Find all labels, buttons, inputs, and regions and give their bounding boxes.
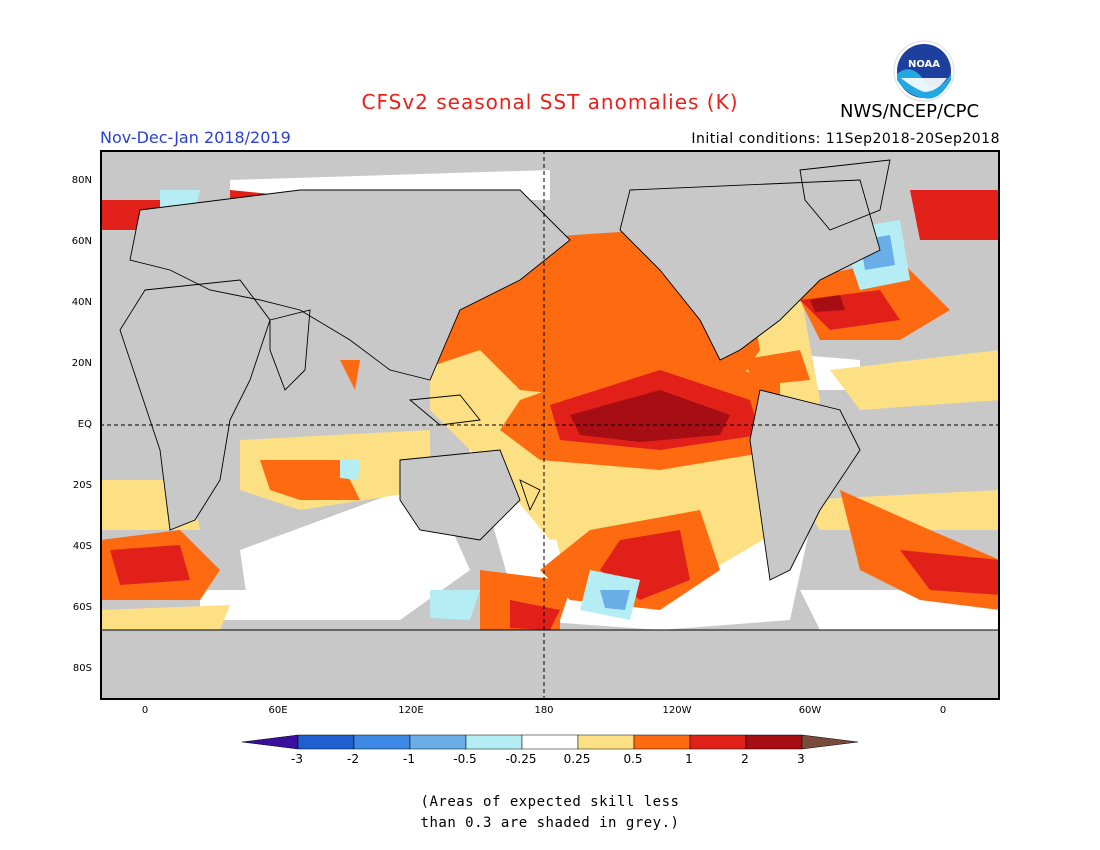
colorbar-segment — [465, 734, 523, 750]
colorbar-label: -0.5 — [453, 752, 477, 766]
coastline — [799, 159, 891, 231]
logo-text: NOAA — [908, 59, 940, 70]
lat-label: 60N — [71, 236, 92, 247]
lat-label: 20S — [72, 480, 92, 491]
lat-label: 60S — [72, 602, 92, 613]
anomaly-region-yellow — [830, 350, 1000, 410]
lon-label: 60E — [268, 705, 288, 716]
coastline — [749, 389, 861, 581]
colorbar-label: -2 — [347, 752, 359, 766]
initial-conditions-label: Initial conditions: 11Sep2018-20Sep2018 — [691, 131, 1000, 147]
anomaly-region-darkred — [810, 295, 845, 312]
anomaly-field — [100, 160, 1000, 700]
lon-label: 0 — [939, 705, 947, 716]
skill-note-line: (Areas of expected skill less — [420, 794, 680, 810]
anomaly-region-lightblue — [340, 460, 360, 480]
noaa-logo: NOAA — [893, 40, 955, 102]
colorbar-label: -1 — [403, 752, 415, 766]
anomaly-region-orange — [340, 360, 360, 390]
lon-label: 0 — [141, 705, 149, 716]
colorbar-label: 2 — [741, 752, 749, 766]
colorbar-segment — [745, 734, 803, 750]
lat-label: 80N — [71, 175, 92, 186]
colorbar-segment — [689, 734, 747, 750]
anomaly-region-red — [110, 545, 190, 585]
lon-label: 120W — [662, 705, 692, 716]
lat-label: EQ — [77, 419, 92, 430]
lon-label: 180 — [534, 705, 554, 716]
colorbar-label: -3 — [291, 752, 303, 766]
coastline — [408, 394, 481, 426]
colorbar-segment — [521, 734, 579, 750]
colorbar-label: 0.5 — [623, 752, 643, 766]
colorbar-label: -0.25 — [505, 752, 537, 766]
anomaly-region-orange — [740, 350, 810, 385]
skill-note: (Areas of expected skill less than 0.3 a… — [0, 792, 1100, 834]
colorbar-label: 0.25 — [563, 752, 591, 766]
anomaly-region-yellow — [100, 605, 230, 630]
anomaly-region-orange — [260, 460, 360, 500]
land-mask — [800, 160, 890, 230]
skill-note-line: than 0.3 are shaded in grey.) — [420, 815, 680, 831]
land-mask — [750, 390, 860, 580]
coastline — [269, 309, 311, 391]
anomaly-region-red — [910, 190, 1000, 240]
lat-label: 40S — [72, 541, 92, 552]
anomaly-region-blue — [600, 590, 630, 610]
map-border — [100, 150, 1000, 700]
chart-title: CFSv2 seasonal SST anomalies (K) — [361, 90, 739, 114]
land-mask — [400, 450, 520, 540]
colorbar-label: 1 — [685, 752, 693, 766]
season-label: Nov-Dec-Jan 2018/2019 — [100, 128, 291, 147]
coastline — [519, 479, 541, 512]
anomaly-region-red — [510, 600, 560, 630]
anomaly-region-lightblue — [430, 590, 480, 620]
coastlines — [100, 159, 1000, 631]
colorbar-segment — [801, 734, 859, 750]
land-mask — [620, 180, 880, 360]
land-mask — [100, 630, 1000, 700]
lat-label: 40N — [71, 297, 92, 308]
colorbar-label: 3 — [797, 752, 805, 766]
lat-label: 20N — [71, 358, 92, 369]
coastline — [119, 279, 271, 531]
agency-label: NWS/NCEP/CPC — [840, 101, 980, 122]
colorbar — [241, 734, 859, 750]
lat-label: 80S — [72, 663, 92, 674]
colorbar-segment — [241, 734, 299, 750]
land-mask — [130, 190, 570, 380]
lon-label: 60W — [798, 705, 822, 716]
colorbar-segment — [409, 734, 467, 750]
colorbar-segment — [353, 734, 411, 750]
anomaly-region-red — [900, 550, 1000, 595]
land-mask — [270, 310, 310, 390]
colorbar-segment — [577, 734, 635, 750]
coastline — [399, 449, 521, 541]
sst-anomaly-map — [100, 150, 1000, 700]
colorbar-segment — [633, 734, 691, 750]
anomaly-region-darkred — [570, 390, 730, 442]
coastline — [619, 179, 881, 361]
colorbar-segment — [297, 734, 355, 750]
coastline — [129, 189, 571, 381]
lon-label: 120E — [398, 705, 424, 716]
land-mask — [120, 280, 270, 530]
